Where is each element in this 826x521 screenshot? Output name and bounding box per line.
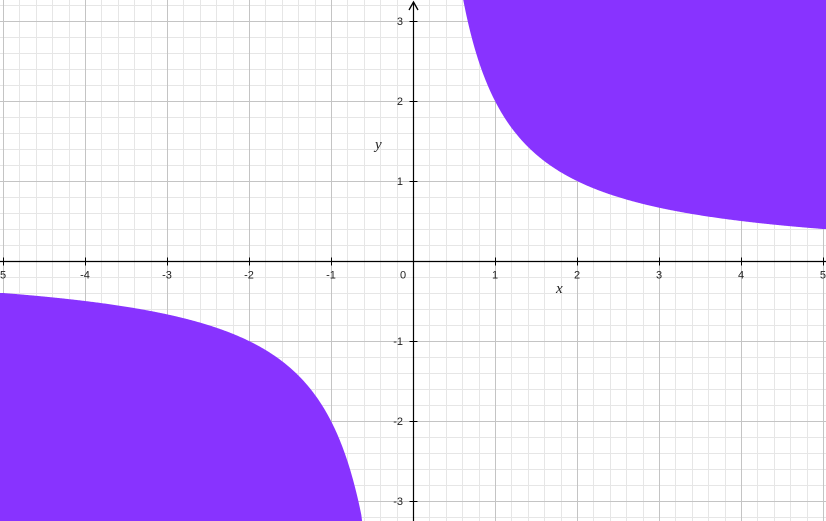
x-tick-label: 0 bbox=[400, 270, 406, 282]
x-tick-label: 5 bbox=[0, 270, 6, 282]
y-axis-arrowhead bbox=[408, 0, 419, 11]
x-tick-label: 5 bbox=[820, 270, 826, 282]
y-tick-label: -3 bbox=[393, 496, 403, 508]
x-tick-label: 3 bbox=[656, 270, 662, 282]
x-tick-labels: 5 -4 -3 -2 -1 0 1 2 3 4 5 bbox=[0, 270, 826, 282]
y-tick-label: -1 bbox=[393, 336, 403, 348]
shaded-region-q3 bbox=[0, 293, 363, 521]
shaded-region-q1 bbox=[463, 0, 826, 229]
x-tick-label: 1 bbox=[492, 270, 498, 282]
y-tick-label: 3 bbox=[397, 16, 403, 28]
x-tick-label: -3 bbox=[162, 270, 172, 282]
x-tick-label: 4 bbox=[738, 270, 744, 282]
x-tick-label: 2 bbox=[574, 270, 580, 282]
y-tick-label: -2 bbox=[393, 416, 403, 428]
x-tick-label: -2 bbox=[244, 270, 254, 282]
y-tick-label: 1 bbox=[397, 176, 403, 188]
x-axis-title: x bbox=[555, 281, 563, 297]
y-axis-title: y bbox=[373, 137, 382, 153]
y-tick-label: 2 bbox=[397, 96, 403, 108]
x-tick-label: -1 bbox=[326, 270, 336, 282]
x-tick-label: -4 bbox=[80, 270, 90, 282]
y-tick-labels: 3 2 1 -1 -2 -3 bbox=[393, 16, 403, 508]
